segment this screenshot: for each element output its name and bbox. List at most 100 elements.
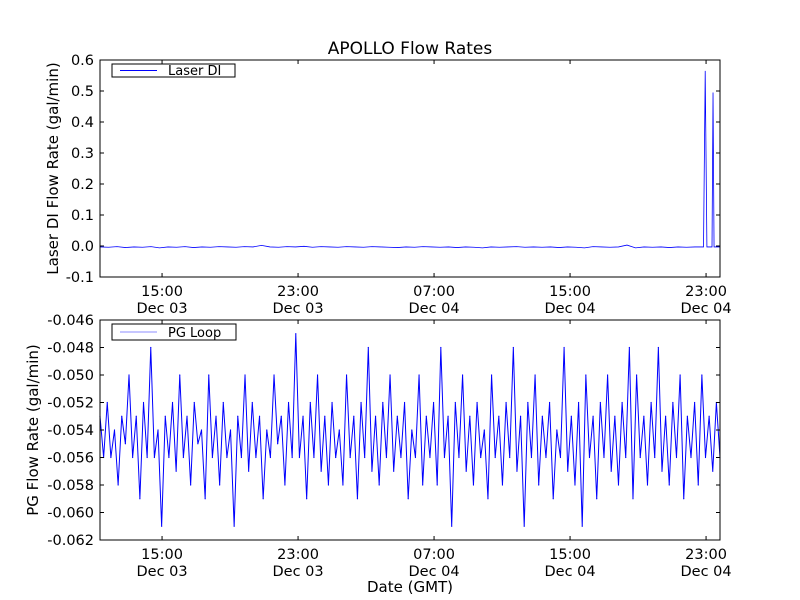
data-point [342, 484, 344, 486]
data-point [603, 456, 605, 459]
x-tick-label: 07:00 [413, 547, 455, 563]
data-point [378, 484, 380, 486]
data-point [414, 456, 417, 459]
data-point [483, 429, 485, 431]
data-point [436, 484, 438, 486]
data-point [295, 333, 297, 335]
data-point [545, 456, 547, 459]
data-point [284, 484, 286, 486]
data-point [164, 415, 166, 417]
data-point [204, 498, 206, 500]
data-point [309, 401, 311, 404]
legend-box [111, 63, 236, 78]
data-point [121, 415, 123, 417]
data-point [229, 429, 232, 431]
y-tick-label: -0.058 [47, 478, 94, 494]
data-point [683, 498, 685, 500]
data-point [654, 456, 656, 459]
y-tick-label: -0.054 [47, 423, 94, 439]
data-point [135, 415, 137, 417]
data-point [494, 456, 496, 459]
x-tick-date-label: Dec 04 [680, 564, 731, 580]
data-point [617, 484, 620, 486]
data-point [320, 470, 322, 472]
data-point [443, 456, 446, 459]
x-tick-label: 15:00 [549, 284, 591, 300]
data-point [338, 429, 340, 431]
data-point [577, 401, 580, 404]
data-point [672, 401, 674, 404]
data-point [262, 498, 264, 500]
data-point [331, 401, 333, 404]
y-tick-label: 0.1 [71, 208, 94, 224]
data-point [306, 498, 308, 500]
data-point [694, 401, 696, 404]
data-point [559, 456, 562, 459]
data-point [179, 374, 181, 376]
data-point [222, 401, 224, 404]
data-point [701, 374, 703, 376]
data-point [570, 415, 572, 417]
data-point [215, 415, 217, 417]
data-point [168, 456, 170, 459]
x-axis-label: Date (GMT) [367, 578, 453, 596]
data-point [124, 443, 126, 445]
data-point [244, 374, 246, 376]
data-point [364, 456, 366, 459]
data-point [708, 415, 710, 417]
y-axis-label: Laser DI Flow Rate (gal/min) [44, 62, 62, 274]
data-point [465, 470, 467, 472]
data-point [697, 484, 699, 486]
data-point [490, 374, 493, 376]
data-point [516, 470, 518, 472]
data-point [335, 456, 337, 459]
x-tick-date-label: Dec 03 [272, 564, 323, 580]
data-point [411, 429, 413, 431]
data-point [106, 401, 108, 404]
data-point [393, 470, 395, 472]
data-point [190, 484, 192, 486]
data-point [313, 456, 315, 459]
data-point [512, 346, 514, 349]
data-point [171, 401, 174, 404]
y-tick-label: 0.6 [71, 53, 94, 69]
data-point [258, 415, 261, 417]
y-tick-label: 0.4 [71, 115, 94, 131]
data-point [371, 470, 373, 472]
data-point [574, 484, 576, 486]
data-point [588, 456, 591, 459]
x-tick-label: 23:00 [685, 547, 727, 563]
data-point [454, 401, 456, 404]
data-point [146, 456, 148, 459]
x-tick-label: 15:00 [141, 284, 183, 300]
data-point [280, 415, 282, 417]
data-point [219, 484, 221, 486]
data-point [498, 415, 500, 417]
x-tick-date-label: Dec 04 [544, 564, 595, 580]
data-point [374, 415, 377, 417]
data-point [273, 374, 275, 376]
data-point [382, 401, 384, 404]
data-point [523, 525, 525, 527]
data-point [614, 415, 616, 417]
data-point [592, 415, 594, 417]
data-point [447, 415, 449, 417]
data-point [360, 401, 362, 404]
data-point [266, 429, 268, 431]
data-point [287, 401, 290, 404]
data-point [186, 415, 188, 417]
data-point [432, 401, 435, 404]
x-tick-label: 23:00 [685, 284, 727, 300]
data-point [255, 456, 257, 459]
data-point [665, 415, 667, 417]
x-tick-label: 15:00 [549, 547, 591, 563]
data-point [367, 346, 369, 349]
data-point [327, 484, 330, 486]
data-point [193, 401, 195, 404]
data-point [157, 429, 159, 431]
x-tick-label: 15:00 [141, 547, 183, 563]
data-point [599, 401, 601, 404]
data-point [541, 415, 543, 417]
y-tick-label: 0.2 [71, 177, 94, 193]
